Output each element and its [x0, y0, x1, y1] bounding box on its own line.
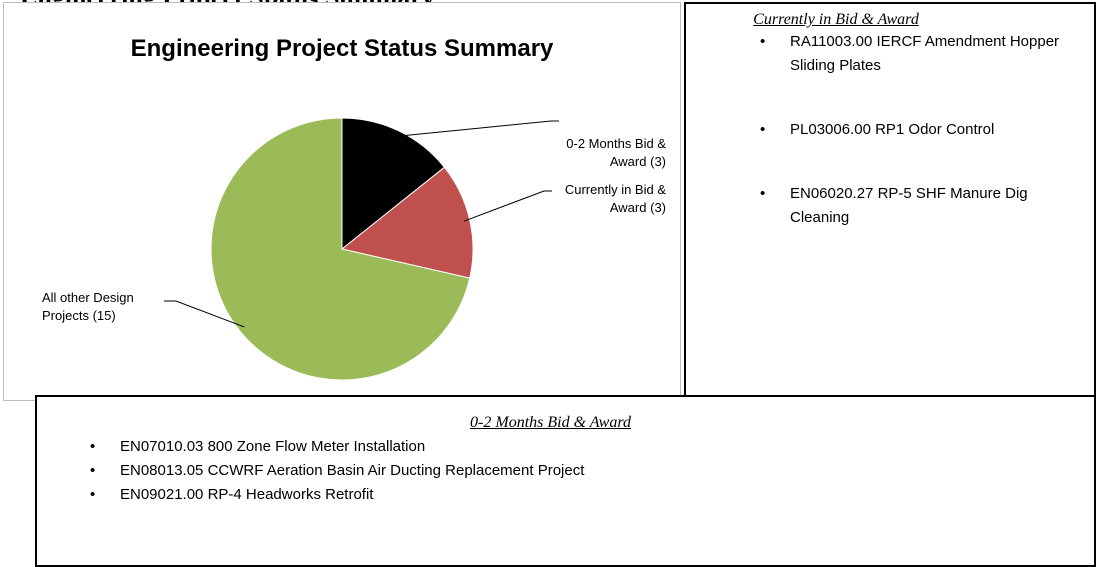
list-item: EN08013.05 CCWRF Aeration Basin Air Duct…: [90, 459, 584, 483]
months-box: 0-2 Months Bid & Award EN07010.03 800 Zo…: [35, 395, 1096, 567]
list-item: EN06020.27 RP-5 SHF Manure Dig Cleaning: [760, 182, 1080, 230]
pie-slice: [341, 117, 446, 251]
category: 0-2 Months Bid & Award: [566, 136, 666, 169]
item-list: EN07010.03 800 Zone Flow Meter Installat…: [90, 435, 584, 507]
box-heading: 0-2 Months Bid & Award: [470, 414, 631, 431]
list-item: RA11003.00 IERCF Amendment Hopper Slidin…: [760, 30, 1080, 78]
category: Currently in Bid & Award: [564, 182, 666, 215]
pie-label: All other Design Projects (15): [42, 289, 162, 325]
item-list: RA11003.00 IERCF Amendment Hopper Slidin…: [760, 30, 1080, 270]
chart: [164, 117, 559, 381]
leader-line: [463, 190, 552, 222]
value-label: (3): [650, 200, 666, 215]
pie-label: Currently in Bid & Award (3): [536, 181, 666, 217]
box-heading: Currently in Bid & Award: [753, 11, 919, 28]
list-item: EN09021.00 RP-4 Headworks Retrofit: [90, 483, 584, 507]
leader-line: [396, 120, 559, 137]
chart-title: Engineering Project Status Summary: [130, 35, 554, 62]
leader-line: [164, 300, 245, 328]
bid-award-box: Currently in Bid & Award RA11003.00 IERC…: [684, 2, 1096, 402]
value-label: (15): [92, 308, 116, 323]
value-label: (3): [650, 154, 666, 169]
pie-slice: [210, 117, 471, 381]
pie-label: 0-2 Months Bid & Award (3): [536, 135, 666, 171]
chart-box: Engineering Project Status Summary 0-2 M…: [3, 2, 681, 401]
pie-slice: [340, 166, 474, 279]
list-item: EN07010.03 800 Zone Flow Meter Installat…: [90, 435, 584, 459]
category: All other Design Projects: [42, 290, 134, 323]
list-item: PL03006.00 RP1 Odor Control: [760, 118, 1080, 142]
